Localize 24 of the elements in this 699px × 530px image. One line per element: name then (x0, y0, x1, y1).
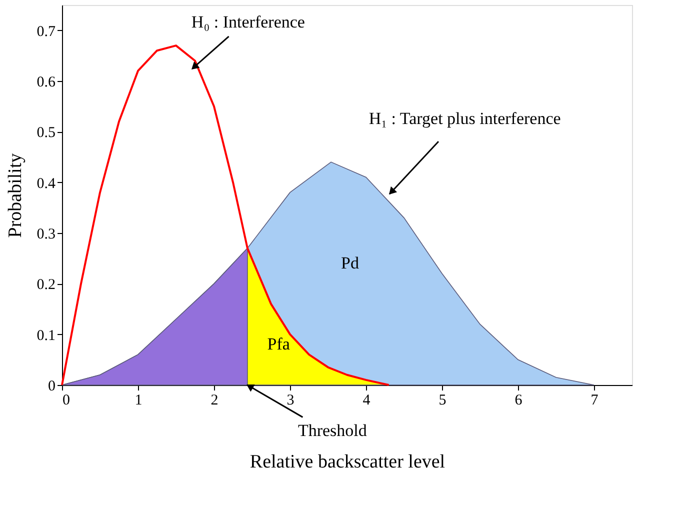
x-axis-title: Relative backscatter level (250, 452, 446, 472)
x-tick-label: 5 (438, 392, 446, 408)
x-tick-label: 2 (210, 392, 218, 408)
y-tick-label: 0.6 (36, 74, 56, 90)
y-tick-label: 0.3 (36, 226, 56, 242)
y-tick-label: 0.7 (36, 24, 56, 40)
x-tick-label: 1 (134, 392, 142, 408)
y-tick-label: 0 (48, 378, 56, 394)
y-tick-label: 0.4 (36, 176, 56, 192)
annotation: Pd (341, 253, 360, 272)
y-axis-title: Probability (4, 152, 26, 238)
y-tick-label: 0.5 (36, 125, 56, 142)
y-tick-label: 0.2 (36, 277, 56, 294)
annotation: H₁ : Target plus interference (368, 109, 561, 128)
annotation: Threshold (298, 421, 368, 440)
x-tick-label: 0 (62, 392, 70, 408)
annotation: Pfa (267, 334, 290, 354)
line-series (61, 44, 390, 386)
x-tick-label: 3 (286, 392, 294, 408)
x-tick-label: 7 (590, 392, 599, 408)
annotation: H₀ : Interference (191, 12, 305, 32)
y-tick-label: 0.1 (36, 328, 56, 344)
x-tick-label: 4 (362, 392, 371, 408)
x-tick-label: 6 (514, 392, 523, 408)
